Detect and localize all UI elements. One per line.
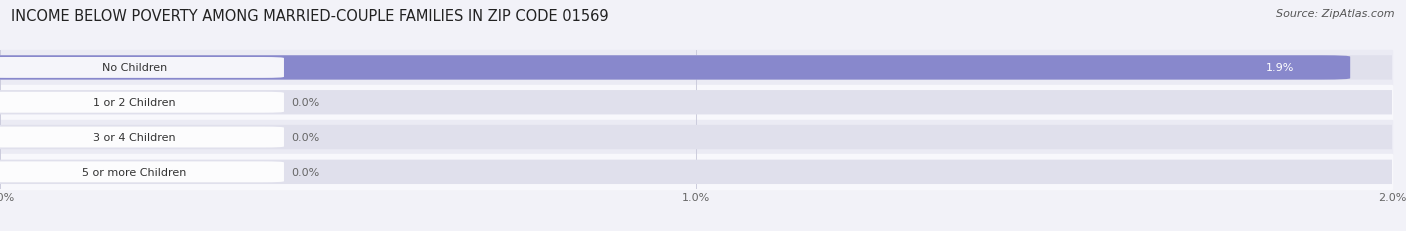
Text: 0.0%: 0.0% [291,132,319,143]
Bar [0,51,1392,85]
Bar [0,155,1392,189]
Text: No Children: No Children [101,63,167,73]
Text: 0.0%: 0.0% [291,98,319,108]
FancyBboxPatch shape [0,125,1406,150]
Text: INCOME BELOW POVERTY AMONG MARRIED-COUPLE FAMILIES IN ZIP CODE 01569: INCOME BELOW POVERTY AMONG MARRIED-COUPL… [11,9,609,24]
Text: Source: ZipAtlas.com: Source: ZipAtlas.com [1277,9,1395,19]
FancyBboxPatch shape [0,127,284,148]
FancyBboxPatch shape [0,56,1406,80]
Text: 1 or 2 Children: 1 or 2 Children [93,98,176,108]
FancyBboxPatch shape [0,91,1406,115]
Bar [0,120,1392,155]
Text: 0.0%: 0.0% [291,167,319,177]
Text: 5 or more Children: 5 or more Children [82,167,187,177]
FancyBboxPatch shape [0,92,284,113]
FancyBboxPatch shape [0,162,284,182]
Text: 1.9%: 1.9% [1267,63,1295,73]
Text: 3 or 4 Children: 3 or 4 Children [93,132,176,143]
Bar [0,85,1392,120]
FancyBboxPatch shape [0,56,1350,80]
FancyBboxPatch shape [0,58,284,79]
FancyBboxPatch shape [0,160,1406,184]
